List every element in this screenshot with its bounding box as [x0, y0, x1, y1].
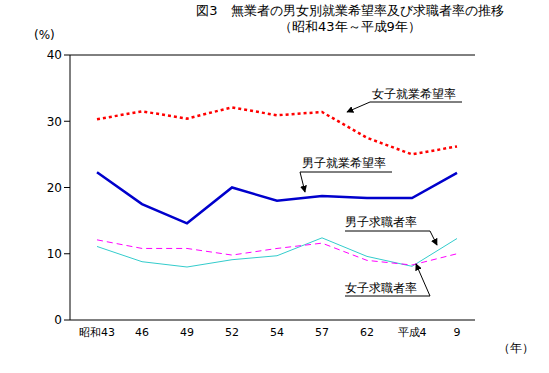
svg-text:49: 49 [180, 326, 194, 339]
html-text:図3 無業者の男女別就業希望率及び求職者率の推移: 図3 無業者の男女別就業希望率及び求職者率の推移 [196, 3, 504, 18]
svg-text:0: 0 [54, 313, 62, 327]
svg-text:62: 62 [360, 326, 374, 339]
svg-text:男子求職者率: 男子求職者率 [345, 215, 417, 229]
html-text:（年）: （年） [498, 341, 534, 355]
svg-text:10: 10 [47, 247, 62, 261]
svg-text:昭和43: 昭和43 [79, 326, 115, 339]
svg-text:20: 20 [47, 181, 62, 195]
svg-text:57: 57 [315, 326, 329, 339]
svg-text:52: 52 [225, 326, 239, 339]
svg-text:平成4: 平成4 [398, 326, 427, 339]
svg-text:男子就業希望率: 男子就業希望率 [302, 156, 386, 170]
svg-text:女子求職者率: 女子求職者率 [345, 281, 417, 295]
svg-text:9: 9 [454, 326, 461, 339]
svg-text:46: 46 [135, 326, 149, 339]
html-text:（昭和43年～平成9年）: （昭和43年～平成9年） [279, 19, 421, 34]
svg-text:30: 30 [47, 115, 62, 129]
svg-text:54: 54 [270, 326, 284, 339]
svg-text:40: 40 [47, 48, 62, 62]
svg-text:女子就業希望率: 女子就業希望率 [372, 87, 456, 101]
